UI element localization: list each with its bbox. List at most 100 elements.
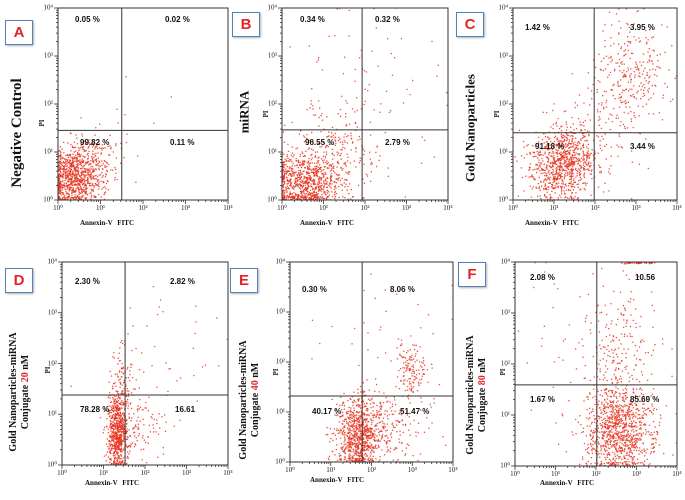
scatter-point bbox=[108, 405, 110, 407]
scatter-point bbox=[327, 146, 329, 148]
scatter-point bbox=[87, 171, 89, 174]
scatter-point bbox=[72, 189, 75, 191]
scatter-point bbox=[118, 412, 120, 414]
scatter-point bbox=[580, 178, 583, 180]
scatter-point bbox=[331, 126, 334, 128]
scatter-point bbox=[114, 373, 116, 375]
scatter-point bbox=[62, 193, 65, 195]
scatter-point bbox=[566, 197, 568, 199]
scatter-point bbox=[111, 436, 113, 439]
scatter-point bbox=[80, 144, 83, 146]
scatter-point bbox=[546, 144, 548, 146]
scatter-point bbox=[125, 401, 127, 403]
scatter-point bbox=[72, 180, 74, 183]
scatter-point bbox=[381, 420, 383, 422]
scatter-point bbox=[348, 417, 350, 419]
scatter-point bbox=[315, 172, 317, 174]
scatter-point bbox=[308, 197, 311, 199]
scatter-point bbox=[62, 180, 64, 182]
scatter-point bbox=[299, 188, 302, 190]
scatter-point bbox=[283, 174, 285, 176]
scatter-point bbox=[586, 164, 588, 166]
scatter-point bbox=[565, 123, 568, 125]
scatter-point bbox=[557, 175, 559, 177]
scatter-point bbox=[624, 74, 626, 76]
scatter-point bbox=[587, 169, 589, 171]
scatter-point bbox=[560, 154, 562, 157]
scatter-point bbox=[308, 157, 310, 160]
scatter-point bbox=[123, 415, 125, 417]
scatter-point bbox=[549, 179, 551, 181]
scatter-point bbox=[283, 161, 285, 164]
scatter-point bbox=[96, 176, 99, 178]
scatter-point bbox=[117, 395, 120, 397]
scatter-point bbox=[119, 381, 121, 383]
scatter-point bbox=[112, 434, 114, 437]
scatter-point bbox=[88, 142, 90, 144]
scatter-point bbox=[560, 153, 563, 155]
scatter-point bbox=[65, 154, 67, 157]
scatter-point bbox=[357, 184, 360, 187]
scatter-point bbox=[309, 162, 312, 164]
scatter-point bbox=[64, 188, 66, 190]
scatter-point bbox=[650, 97, 652, 99]
scatter-point bbox=[611, 24, 613, 26]
scatter-point bbox=[363, 391, 366, 393]
scatter-point bbox=[380, 430, 382, 432]
scatter-point bbox=[670, 100, 672, 103]
scatter-point bbox=[316, 151, 318, 153]
scatter-point bbox=[582, 151, 584, 153]
scatter-point bbox=[129, 403, 131, 405]
quadrant-upper-right-percent: 0.02 % bbox=[165, 15, 190, 24]
scatter-point bbox=[73, 141, 75, 143]
scatter-point bbox=[586, 158, 588, 160]
scatter-point bbox=[112, 410, 114, 412]
scatter-point bbox=[67, 174, 69, 177]
scatter-point bbox=[632, 93, 634, 96]
scatter-point bbox=[283, 181, 285, 183]
scatter-point bbox=[59, 160, 61, 163]
scatter-point bbox=[85, 197, 88, 199]
scatter-point bbox=[91, 157, 94, 160]
scatter-point bbox=[584, 182, 586, 184]
scatter-point bbox=[83, 150, 85, 152]
scatter-point bbox=[104, 166, 106, 168]
scatter-point bbox=[71, 164, 73, 166]
scatter-point bbox=[570, 168, 573, 170]
scatter-point bbox=[578, 94, 581, 96]
scatter-point bbox=[316, 197, 319, 199]
scatter-point bbox=[194, 332, 196, 335]
scatter-point bbox=[92, 170, 94, 172]
scatter-point bbox=[70, 181, 73, 183]
scatter-point bbox=[318, 168, 320, 170]
scatter-point bbox=[587, 147, 589, 150]
scatter-point bbox=[284, 198, 286, 200]
scatter-point bbox=[599, 68, 602, 71]
scatter-point bbox=[586, 155, 589, 157]
scatter-point bbox=[304, 167, 306, 169]
scatter-point bbox=[560, 159, 562, 161]
scatter-point bbox=[114, 405, 116, 407]
scatter-point bbox=[335, 187, 337, 189]
scatter-point bbox=[119, 430, 122, 433]
scatter-point bbox=[564, 161, 566, 164]
scatter-point bbox=[68, 178, 71, 180]
scatter-point bbox=[81, 174, 83, 176]
scatter-point bbox=[90, 188, 92, 190]
scatter-point bbox=[65, 163, 67, 165]
scatter-point bbox=[58, 175, 60, 177]
scatter-point bbox=[169, 368, 171, 370]
scatter-point bbox=[94, 159, 96, 161]
scatter-point bbox=[121, 425, 124, 427]
scatter-point bbox=[547, 176, 549, 178]
scatter-point bbox=[345, 165, 347, 167]
scatter-point bbox=[69, 178, 71, 181]
scatter-point bbox=[115, 417, 117, 419]
scatter-point bbox=[303, 198, 305, 200]
scatter-point bbox=[354, 80, 356, 82]
scatter-point bbox=[350, 441, 352, 443]
scatter-point bbox=[195, 305, 197, 307]
scatter-point bbox=[560, 176, 562, 178]
scatter-point bbox=[320, 182, 322, 184]
scatter-point bbox=[79, 183, 81, 186]
